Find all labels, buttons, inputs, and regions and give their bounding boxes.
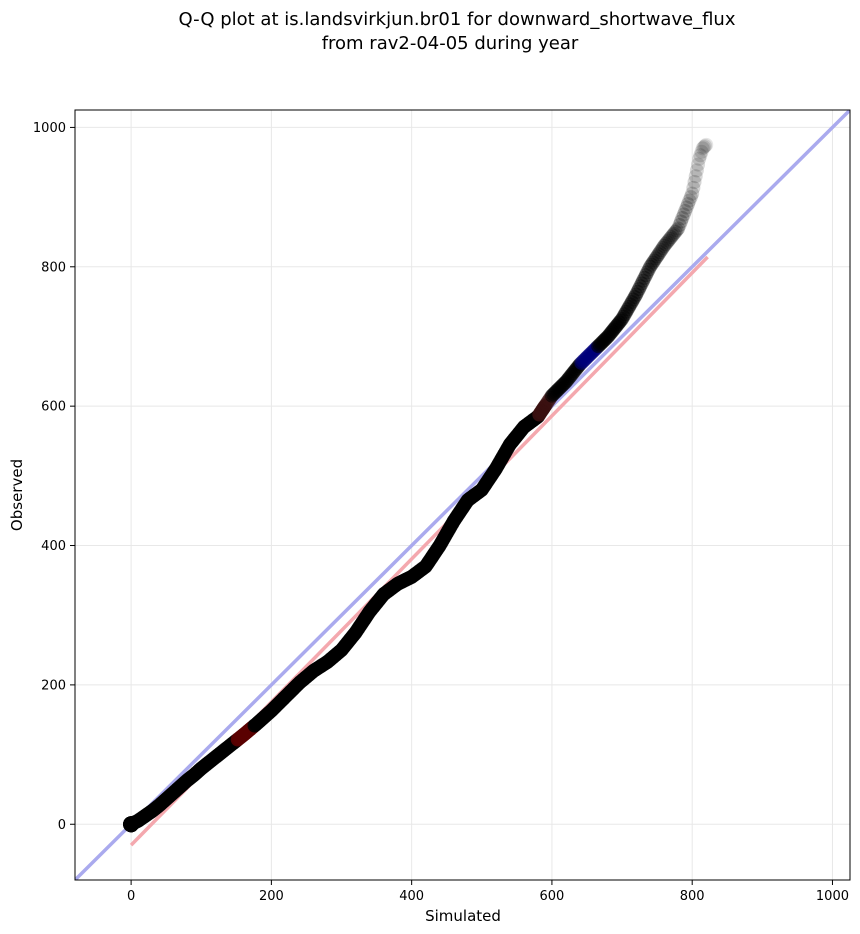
grid-lines (75, 110, 850, 880)
quantile-point-376 (651, 247, 666, 262)
quantile-point-354 (620, 302, 635, 317)
quantile-point-418 (123, 816, 140, 833)
quantile-point-397 (680, 197, 695, 212)
quantile-point-409 (695, 141, 710, 156)
quantile-point-357 (624, 294, 639, 309)
chart-title-line-2: from rav2-04-05 during year (322, 33, 579, 54)
y-tick-label-5: 1000 (33, 121, 66, 136)
y-tick-label-0: 0 (58, 818, 66, 833)
plot-frame (74, 109, 851, 881)
quantile-point-382 (659, 235, 674, 250)
quantile-point-407 (693, 148, 708, 163)
quantile-point-396 (679, 200, 694, 215)
y-tick-label-1: 200 (41, 678, 66, 693)
x-tick-label-1: 200 (259, 889, 284, 904)
quantile-point-371 (644, 257, 659, 272)
quantile-point-392 (673, 214, 688, 229)
quantile-point-404 (689, 163, 704, 178)
y-tick-label-2: 400 (41, 539, 66, 554)
quantile-point-379 (655, 240, 670, 255)
quantile-point-369 (641, 262, 656, 277)
quantile-point-406 (692, 151, 707, 166)
quantile-point-400 (685, 186, 700, 201)
quantile-point-373 (647, 253, 662, 268)
quantile-point-386 (665, 228, 680, 243)
quantile-point-370 (643, 259, 658, 274)
quantile-point-383 (661, 233, 676, 248)
quantile-point-398 (682, 193, 697, 208)
quantile-point-377 (652, 245, 667, 260)
quantile-point-384 (662, 231, 677, 246)
quantile-point-393 (675, 211, 690, 226)
quantile-point-385 (664, 230, 679, 245)
quantile-point-355 (622, 299, 637, 314)
x-tick-label-5: 1000 (816, 889, 849, 904)
quantile-point-372 (645, 255, 660, 270)
quantile-point-374 (648, 251, 663, 266)
x-axis-label: Simulated (425, 907, 501, 925)
quantile-point-389 (669, 223, 684, 238)
quantile-point-360 (629, 287, 644, 302)
quantile-point-362 (631, 282, 646, 297)
quantile-point-363 (633, 279, 648, 294)
x-axis-ticks: 0 200 400 600 800 1000 (127, 880, 849, 904)
quantile-point-361 (630, 284, 645, 299)
quantile-point-353 (619, 304, 634, 319)
quantile-point-399 (683, 190, 698, 205)
y-axis-ticks: 0 200 400 600 800 1000 (33, 121, 75, 833)
quantile-point-401 (686, 180, 701, 195)
quantile-point-410 (696, 140, 711, 155)
quantile-point-348 (612, 315, 627, 330)
quantile-point-395 (678, 204, 693, 219)
quantile-point-378 (654, 243, 669, 258)
quantile-point-380 (657, 238, 672, 253)
x-tick-label-3: 600 (540, 889, 565, 904)
quantile-point-368 (640, 265, 655, 280)
one-to-one-reference-line (75, 110, 850, 880)
quantile-point-402 (687, 175, 702, 190)
quantile-point-411 (698, 139, 713, 154)
quantile-point-351 (616, 309, 631, 324)
quantile-point-349 (613, 313, 628, 328)
x-tick-label-4: 800 (680, 889, 705, 904)
chart-title-line-1: Q-Q plot at is.landsvirkjun.br01 for dow… (179, 9, 736, 30)
y-tick-label-4: 800 (41, 260, 66, 275)
quantile-point-405 (691, 157, 706, 172)
y-axis-label: Observed (8, 459, 26, 531)
x-tick-label-2: 400 (399, 889, 424, 904)
quantile-point-367 (638, 268, 653, 283)
quantile-point-381 (658, 237, 673, 252)
quantile-point-394 (676, 207, 691, 222)
quantile-point-412 (699, 137, 714, 152)
quantile-point-387 (666, 226, 681, 241)
quantile-points (123, 137, 714, 833)
quantile-point-375 (650, 249, 665, 264)
y-tick-label-3: 600 (41, 400, 66, 415)
quantile-point-352 (617, 307, 632, 322)
quantile-point-359 (627, 290, 642, 305)
quantile-point-364 (634, 276, 649, 291)
quantile-point-366 (637, 270, 652, 285)
quantile-point-388 (668, 224, 683, 239)
quantile-point-365 (636, 273, 651, 288)
x-tick-label-0: 0 (127, 889, 135, 904)
quantile-point-356 (623, 297, 638, 312)
quantile-point-350 (615, 312, 630, 327)
quantile-point-403 (688, 169, 703, 184)
quantile-point-408 (694, 144, 709, 159)
quantile-point-391 (672, 217, 687, 232)
quantile-point-390 (671, 221, 686, 236)
quantile-point-358 (626, 292, 641, 307)
